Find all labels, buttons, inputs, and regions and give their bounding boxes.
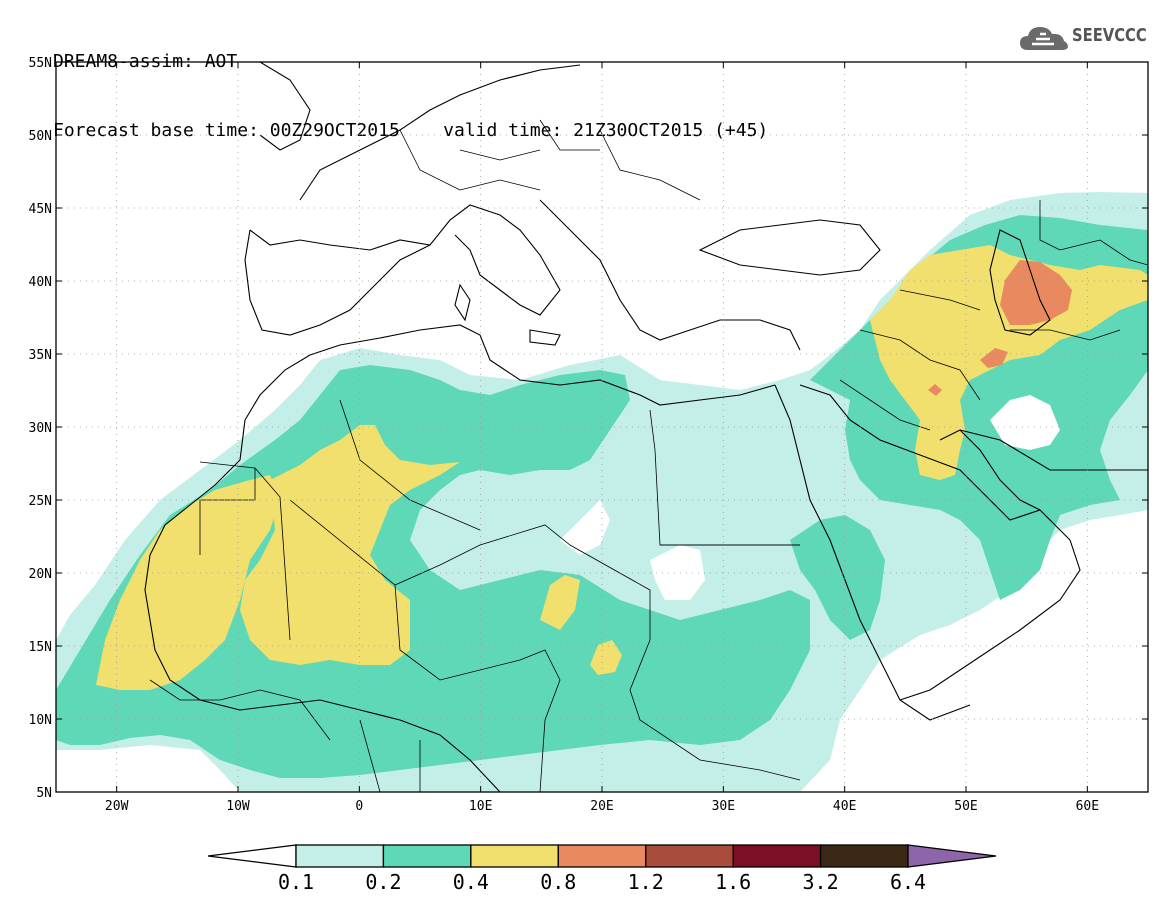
lon-tick-label: 40E bbox=[833, 799, 856, 814]
logo-text: SEEVCCC bbox=[1072, 25, 1147, 46]
lat-tick-label: 40N bbox=[29, 275, 52, 290]
coast-uk bbox=[259, 62, 311, 151]
colorbar-high-arrow bbox=[907, 844, 997, 868]
lat-tick-label: 20N bbox=[29, 567, 52, 582]
colorbar-label: 0.1 bbox=[278, 870, 314, 894]
coast-iberia bbox=[244, 229, 431, 336]
aot-contour-0.4-mideast bbox=[870, 245, 1148, 480]
colorbar-swatch bbox=[732, 844, 822, 868]
colorbar-swatch bbox=[470, 844, 559, 868]
border-niger-chad bbox=[394, 584, 561, 792]
colorbar-swatch bbox=[557, 844, 647, 868]
aot-contour-0.4-chad bbox=[540, 575, 580, 630]
axis-tick-labels: 20W 10W 0 10E 20E 30E 40E 50E 60E 55N 50N 45N 40N 35N… bbox=[29, 56, 1100, 814]
lat-tick-label: 10N bbox=[29, 713, 52, 728]
coast-iran bbox=[959, 429, 1148, 471]
lat-tick-label: 15N bbox=[29, 640, 52, 655]
aot-clean-area-egypt bbox=[650, 545, 705, 600]
cloud-icon bbox=[1020, 27, 1068, 50]
colorbar-label: 6.4 bbox=[890, 870, 926, 894]
seevccc-logo: SEEVCCC bbox=[1018, 20, 1153, 58]
aot-contour-0.4-west bbox=[96, 475, 280, 690]
border-sahara bbox=[199, 461, 651, 641]
lon-tick-label: 10E bbox=[469, 799, 492, 814]
colorbar-label: 3.2 bbox=[803, 870, 839, 894]
lon-tick-label: 30E bbox=[712, 799, 735, 814]
valid-time-label: valid time: 21Z30OCT2015 (+45) bbox=[443, 120, 769, 141]
colorbar-label: 0.4 bbox=[453, 870, 489, 894]
colorbar-label: 1.6 bbox=[715, 870, 751, 894]
time-info-line: Forecast base time: 00Z29OCT2015 valid t… bbox=[53, 119, 768, 142]
coast-red-sea-west bbox=[774, 384, 971, 721]
colorbar-label: 1.2 bbox=[628, 870, 664, 894]
lat-tick-label: 50N bbox=[29, 129, 52, 144]
coast-mediterranean-islands bbox=[454, 283, 561, 346]
lon-tick-label: 10W bbox=[226, 799, 250, 814]
aot-clean-area-arabia bbox=[990, 395, 1060, 450]
lat-tick-label: 45N bbox=[29, 202, 52, 217]
colorbar-swatch bbox=[295, 844, 385, 868]
colorbar-swatch bbox=[645, 844, 734, 868]
aot-contour-0.2-redsea bbox=[790, 515, 885, 640]
country-borders bbox=[149, 119, 1148, 792]
lon-tick-label: 0 bbox=[355, 799, 363, 814]
coast-persian-gulf bbox=[939, 429, 1041, 511]
coast-europe-south bbox=[249, 204, 561, 316]
lon-tick-label: 20W bbox=[105, 799, 129, 814]
lat-tick-label: 25N bbox=[29, 494, 52, 509]
coast-europe-north bbox=[299, 64, 581, 201]
lat-tick-label: 55N bbox=[29, 56, 52, 71]
border-central-asia bbox=[1010, 200, 1148, 341]
colorbar-swatch bbox=[819, 844, 909, 868]
aot-clean-area-algeria bbox=[560, 500, 610, 555]
coastlines bbox=[144, 62, 1148, 792]
colorbar-low-arrow bbox=[207, 844, 297, 868]
border-mideast bbox=[839, 289, 981, 431]
axis-ticks bbox=[56, 61, 1148, 793]
lon-tick-label: 50E bbox=[954, 799, 977, 814]
lat-tick-label: 35N bbox=[29, 348, 52, 363]
aot-contour-0.8-caspian bbox=[1000, 260, 1072, 325]
aot-field bbox=[56, 192, 1148, 792]
border-west-africa bbox=[149, 679, 421, 792]
coast-africa-north bbox=[239, 324, 776, 461]
base-time-label: Forecast base time: 00Z29OCT2015 bbox=[53, 120, 400, 141]
coast-balkans-greece bbox=[539, 199, 801, 351]
border-sudan bbox=[629, 544, 801, 781]
coast-africa-west bbox=[144, 459, 501, 792]
aot-contour-0.4-central bbox=[240, 425, 460, 665]
colorbar: 0.1 0.2 0.4 0.8 1.2 1.6 3.2 6.4 bbox=[207, 844, 997, 894]
aot-contour-0.4-sudan bbox=[590, 640, 622, 675]
colorbar-label: 0.8 bbox=[540, 870, 576, 894]
aot-contour-0.8-iraq bbox=[928, 384, 942, 396]
lat-tick-label: 30N bbox=[29, 421, 52, 436]
coast-caspian bbox=[989, 229, 1051, 336]
aot-contour-0.8-iran bbox=[980, 348, 1008, 368]
colorbar-swatch bbox=[382, 844, 472, 868]
lon-tick-label: 60E bbox=[1076, 799, 1099, 814]
map-header: DREAM8-assim: AOT Forecast base time: 00… bbox=[53, 4, 768, 165]
border-algeria bbox=[339, 399, 481, 531]
colorbar-label: 0.2 bbox=[365, 870, 401, 894]
lon-tick-label: 20E bbox=[590, 799, 613, 814]
border-europe bbox=[399, 119, 701, 201]
lat-tick-label: 5N bbox=[36, 786, 52, 801]
aot-contour-0.2-main bbox=[56, 365, 810, 778]
coast-black-sea bbox=[698, 219, 881, 276]
